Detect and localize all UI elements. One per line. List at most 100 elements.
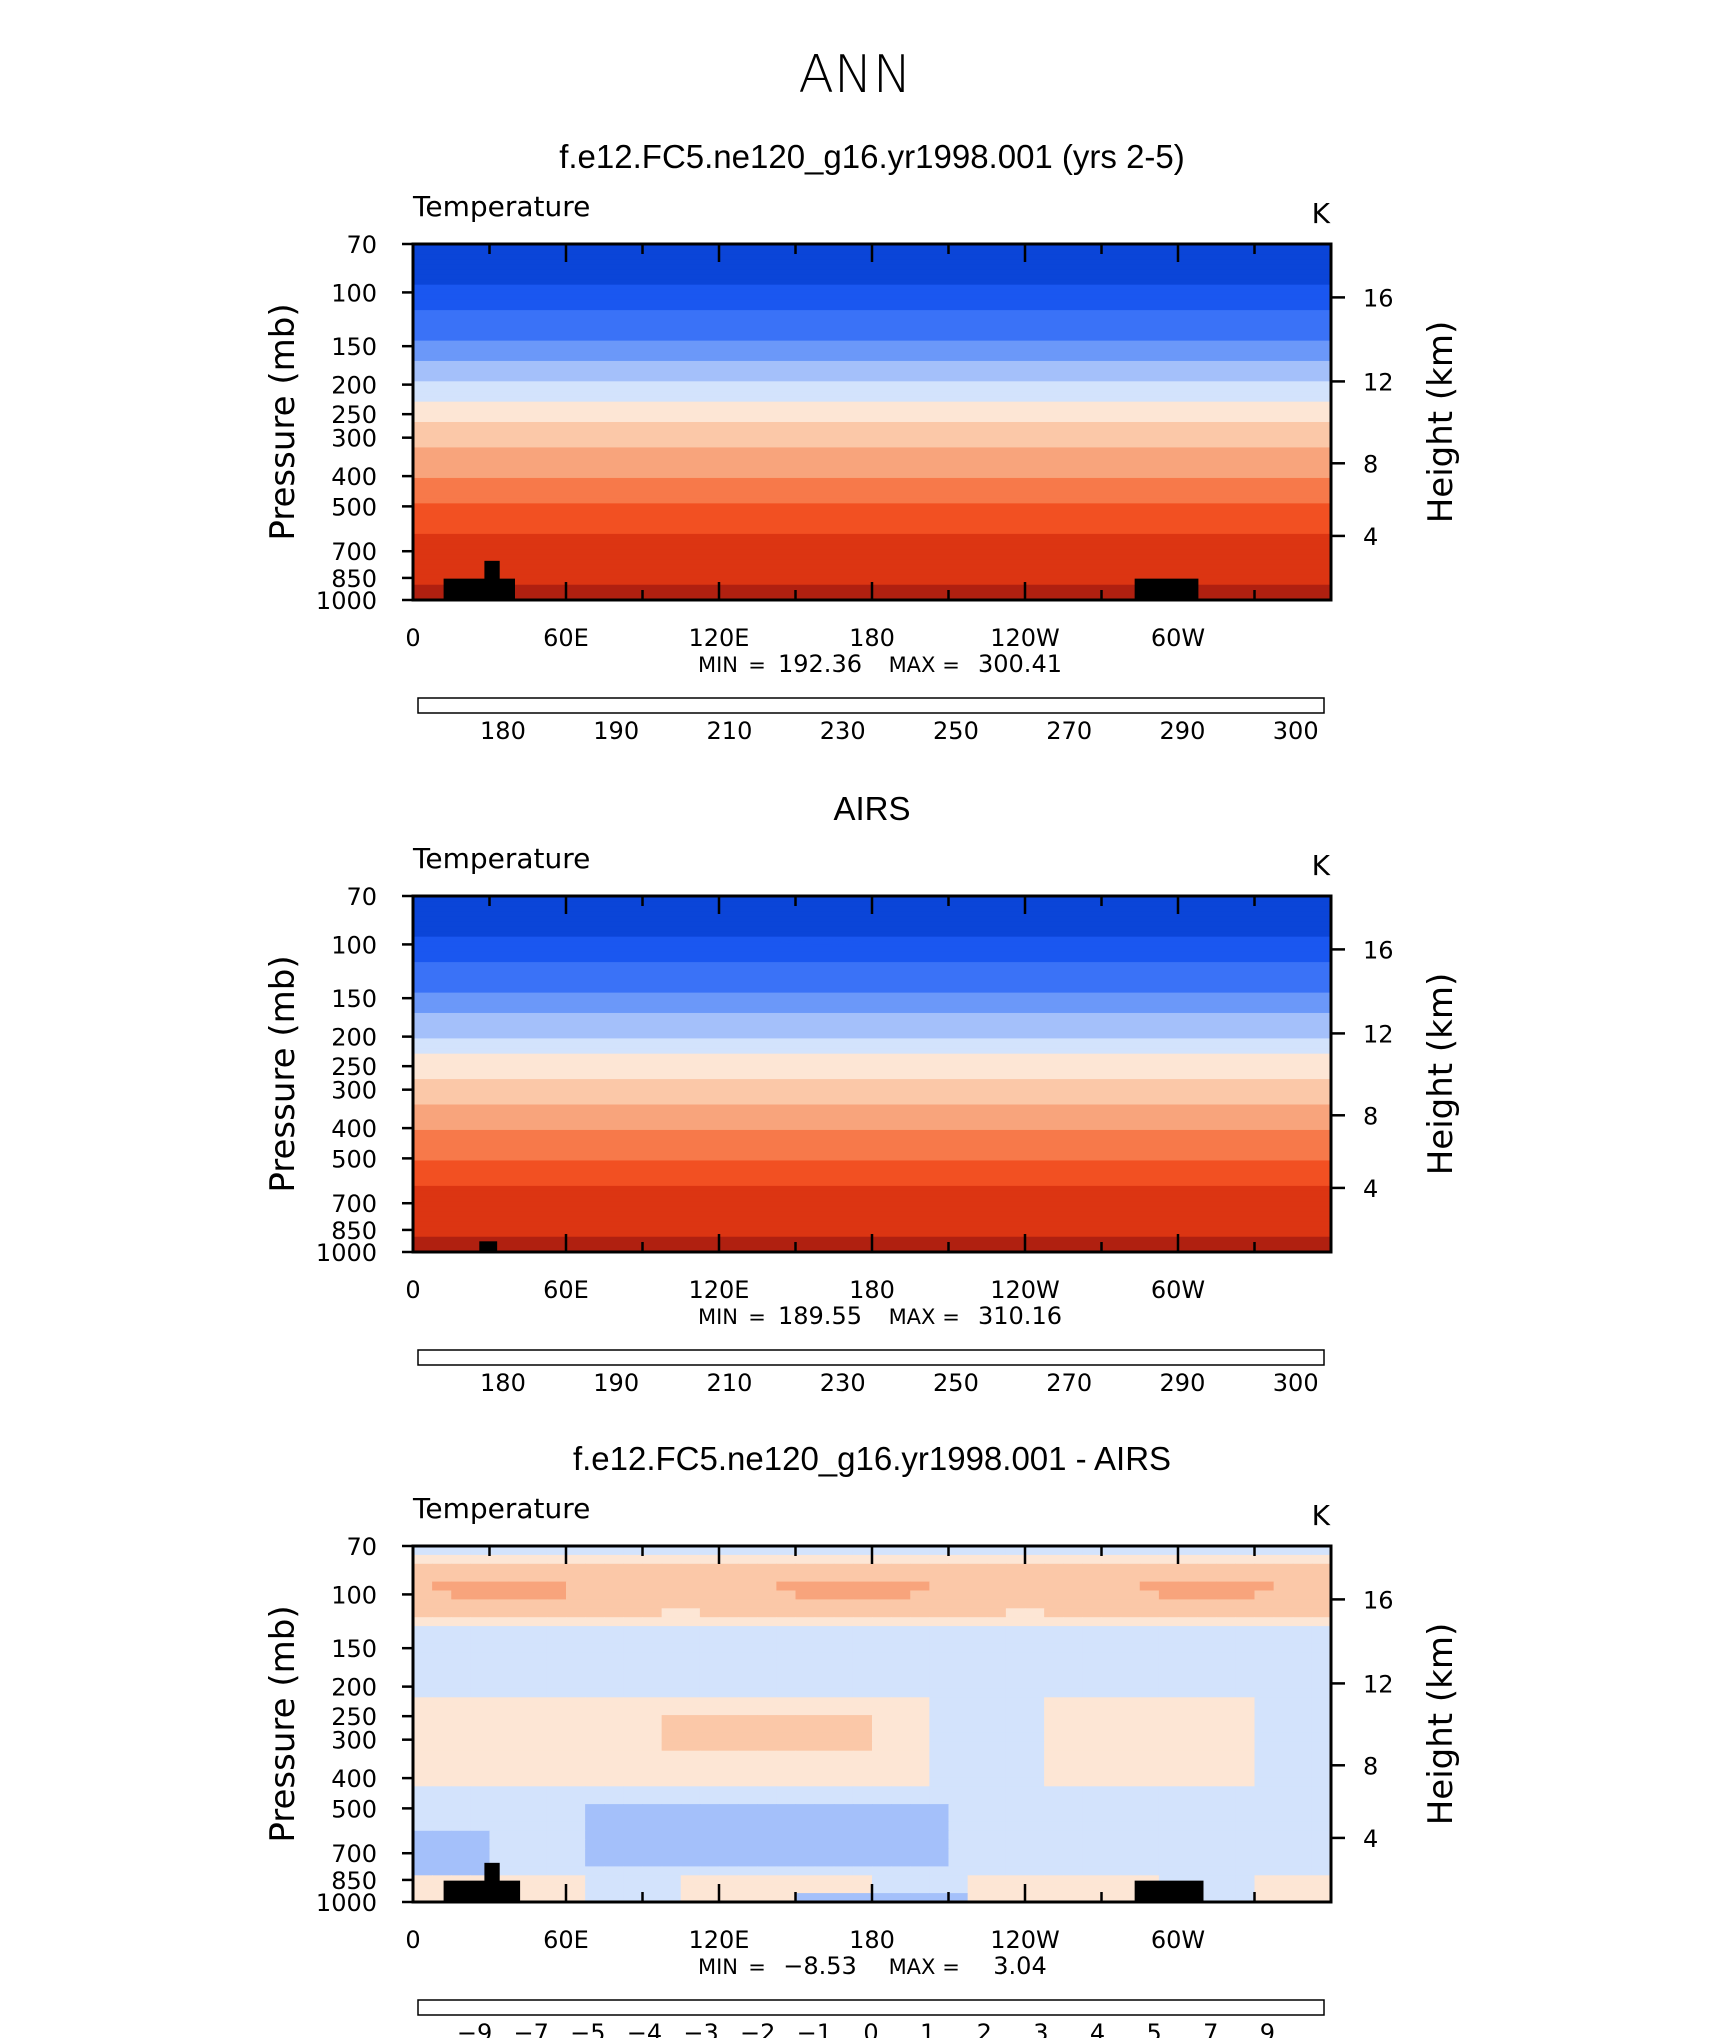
contour-cell [1216, 1599, 1236, 1609]
colorbar-tick-label: −9 [457, 2019, 492, 2038]
contour-cell [1216, 1546, 1236, 1556]
contour-cell [929, 1697, 950, 1707]
y2-tick-label: 8 [1363, 1102, 1378, 1130]
contour-cell [719, 1688, 739, 1698]
contour-cell [642, 1635, 663, 1645]
contour-cell [776, 1821, 797, 1832]
contour-cell [1101, 1839, 1122, 1850]
y-axis-label: Pressure (mb) [263, 303, 303, 540]
contour-cell [432, 1724, 452, 1734]
contour-cell [566, 1572, 586, 1583]
contour-cell [910, 1626, 930, 1636]
contour-cell [1063, 1795, 1083, 1805]
contour-cell [432, 1848, 452, 1859]
contour-cell [852, 1572, 873, 1583]
contour-cell [891, 1626, 911, 1636]
contour-cell [1120, 1884, 1141, 1894]
contour-cell [489, 1608, 510, 1618]
contour-cell [948, 1848, 969, 1859]
contour-band [413, 472, 1331, 479]
contour-cell [1101, 1750, 1122, 1761]
contour-cell [757, 1777, 777, 1787]
contour-cell [527, 1848, 548, 1859]
contour-cell [432, 1750, 452, 1761]
contour-cell [623, 1635, 644, 1645]
contour-cell [1120, 1741, 1141, 1752]
contour-band [413, 1135, 1331, 1141]
contour-cell [432, 1661, 452, 1672]
contour-cell [1178, 1670, 1198, 1681]
contour-cell [948, 1893, 969, 1903]
contour-cell [546, 1741, 567, 1752]
contour-cell [413, 1893, 433, 1903]
contour-cell [1063, 1768, 1083, 1778]
contour-cell [795, 1724, 816, 1734]
contour-cell [546, 1839, 567, 1850]
contour-cell [508, 1857, 529, 1867]
contour-cell [967, 1804, 988, 1814]
contour-cell [470, 1563, 491, 1574]
contour-cell [470, 1643, 491, 1654]
contour-cell [910, 1759, 930, 1770]
contour-cell [1178, 1706, 1198, 1716]
contour-cell [623, 1643, 644, 1654]
contour-cell [1120, 1750, 1141, 1761]
contour-cell [699, 1821, 720, 1832]
contour-cell [1044, 1875, 1064, 1885]
contour-cell [738, 1697, 758, 1707]
colorbar-tick-label: 300 [1273, 1369, 1319, 1397]
contour-cell [1178, 1795, 1198, 1805]
contour-cell [1120, 1715, 1141, 1725]
contour-cell [833, 1804, 854, 1814]
contour-cell [546, 1884, 567, 1894]
contour-cell [795, 1626, 816, 1636]
contour-cell [1025, 1777, 1045, 1787]
contour-cell [1101, 1830, 1122, 1841]
contour-cell [566, 1884, 586, 1894]
contour-cell [1197, 1661, 1217, 1672]
contour-cell [546, 1652, 567, 1663]
y-tick-label: 700 [331, 1190, 377, 1218]
contour-cell [1292, 1706, 1313, 1716]
contour-cell [585, 1679, 605, 1689]
contour-cell [1082, 1554, 1103, 1565]
contour-cell [489, 1786, 510, 1796]
contour-cell [1139, 1554, 1160, 1565]
contour-cell [1120, 1875, 1141, 1885]
contour-band [413, 1094, 1331, 1101]
contour-cell [585, 1777, 605, 1787]
contour-cell [1216, 1590, 1236, 1600]
contour-cell [1197, 1590, 1217, 1600]
contour-cell [1139, 1804, 1160, 1814]
contour-cell [413, 1848, 433, 1859]
contour-cell [1216, 1643, 1236, 1654]
contour-cell [680, 1599, 701, 1609]
contour-cell [1139, 1768, 1160, 1778]
contour-cell [795, 1866, 816, 1876]
contour-cell [527, 1732, 548, 1743]
contour-band [413, 957, 1331, 963]
contour-cell [814, 1546, 835, 1556]
contour-band [413, 1023, 1331, 1029]
contour-cell [1120, 1590, 1141, 1600]
contour-cell [413, 1875, 433, 1885]
contour-cell [1158, 1724, 1179, 1734]
contour-cell [1311, 1715, 1332, 1725]
contour-cell [661, 1848, 682, 1859]
contour-cell [508, 1813, 529, 1823]
contour-cell [566, 1795, 586, 1805]
contour-cell [489, 1546, 510, 1556]
contour-band [413, 926, 1331, 933]
contour-cell [527, 1875, 548, 1885]
contour-cell [1158, 1848, 1179, 1859]
contour-cell [470, 1777, 491, 1787]
contour-cell [1254, 1626, 1275, 1636]
contour-cell [527, 1777, 548, 1787]
contour-cell [642, 1670, 663, 1681]
contour-cell [738, 1706, 758, 1716]
contour-cell [738, 1608, 758, 1618]
y-tick-label: 300 [331, 1727, 377, 1755]
contour-cell [776, 1715, 797, 1725]
contour-cell [1292, 1768, 1313, 1778]
contour-cell [1101, 1715, 1122, 1725]
